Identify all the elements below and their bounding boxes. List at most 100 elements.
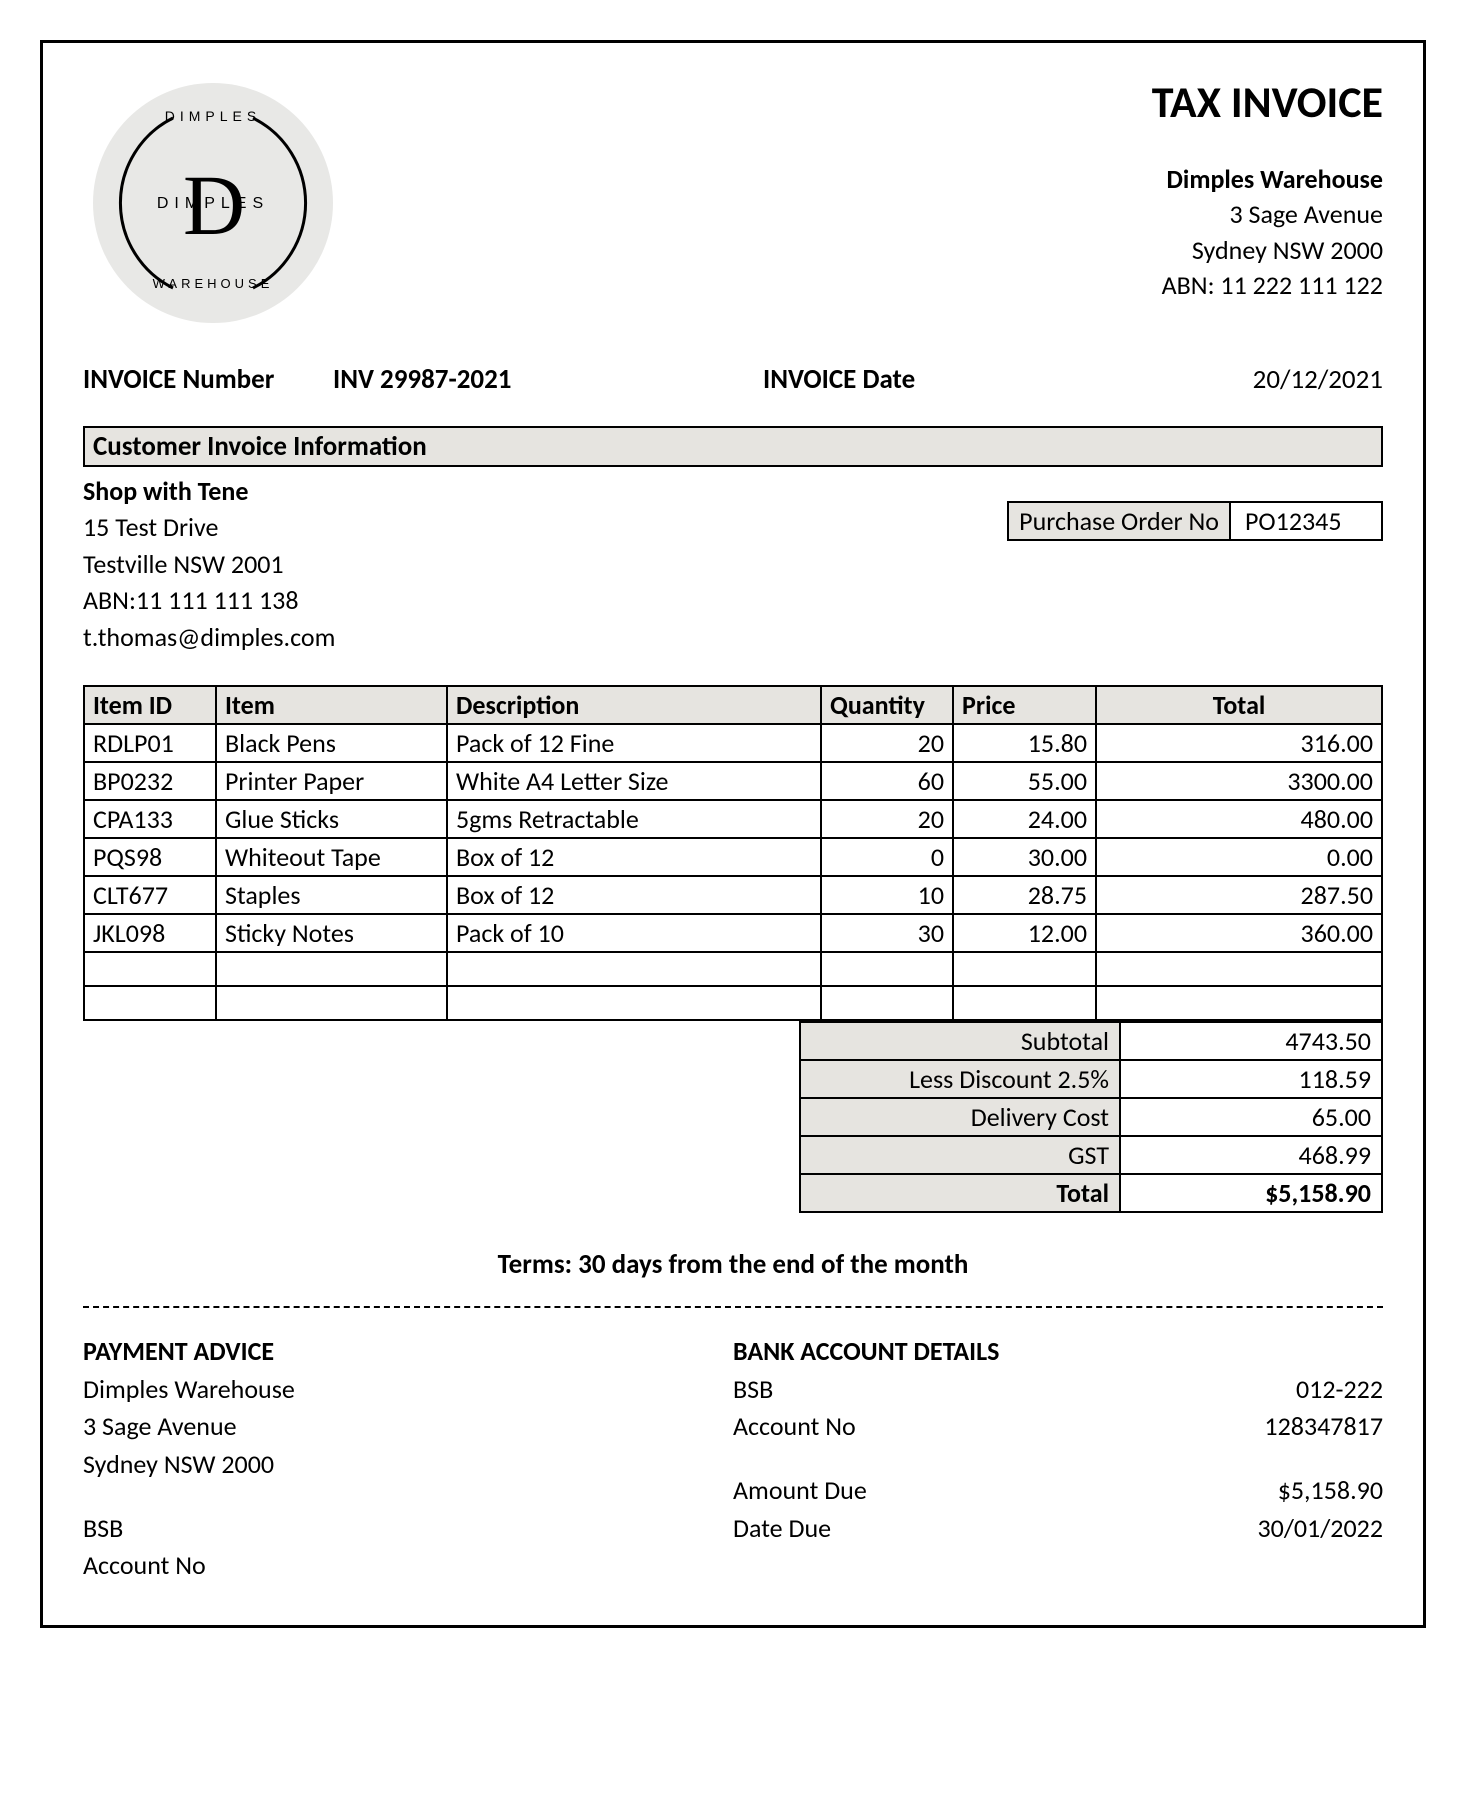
cell-qty: 30 — [821, 914, 953, 952]
cell-price: 24.00 — [953, 800, 1096, 838]
customer-abn: ABN:11 111 111 138 — [83, 582, 335, 618]
cell-price: 28.75 — [953, 876, 1096, 914]
customer-address-1: 15 Test Drive — [83, 509, 335, 545]
amount-due-value: $5,158.90 — [943, 1472, 1383, 1510]
cell-desc: 5gms Retractable — [447, 800, 821, 838]
col-price: Price — [953, 686, 1096, 724]
customer-section-heading: Customer Invoice Information — [83, 426, 1383, 467]
invoice-date: 20/12/2021 — [1173, 363, 1383, 396]
payment-advice-address-2: Sydney NSW 2000 — [83, 1446, 733, 1484]
col-item: Item — [216, 686, 447, 724]
cell-qty: 0 — [821, 838, 953, 876]
cell-qty: 20 — [821, 724, 953, 762]
cell-item-id: BP0232 — [84, 762, 216, 800]
totals-row: Subtotal4743.50 — [800, 1022, 1382, 1060]
cell-qty: 10 — [821, 876, 953, 914]
cell-total: 316.00 — [1096, 724, 1382, 762]
totals-label: GST — [800, 1136, 1120, 1174]
totals-value: 468.99 — [1120, 1136, 1382, 1174]
cell-item: Whiteout Tape — [216, 838, 447, 876]
cell-item-id: CLT677 — [84, 876, 216, 914]
cell-total: 480.00 — [1096, 800, 1382, 838]
cell-desc: Box of 12 — [447, 838, 821, 876]
cell-item: Glue Sticks — [216, 800, 447, 838]
terms-text: Terms: 30 days from the end of the month — [83, 1248, 1383, 1281]
cell-total: 0.00 — [1096, 838, 1382, 876]
table-row: PQS98Whiteout TapeBox of 12030.000.00 — [84, 838, 1382, 876]
logo-bottom-text: WAREHOUSE — [93, 276, 333, 291]
logo-top-text: DIMPLES — [93, 108, 333, 124]
cell-price: 12.00 — [953, 914, 1096, 952]
customer-email: t.thomas@dimples.com — [83, 619, 335, 655]
purchase-order-number: PO12345 — [1231, 503, 1381, 539]
cell-item: Printer Paper — [216, 762, 447, 800]
customer-row: Shop with Tene 15 Test Drive Testville N… — [83, 473, 1383, 655]
date-due-label: Date Due — [733, 1510, 943, 1548]
company-block: TAX INVOICE Dimples Warehouse 3 Sage Ave… — [1152, 73, 1383, 303]
cell-total: 287.50 — [1096, 876, 1382, 914]
bank-bsb-label: BSB — [733, 1371, 943, 1409]
cell-item: Sticky Notes — [216, 914, 447, 952]
bank-acct-label: Account No — [733, 1408, 943, 1446]
payment-advice-address-1: 3 Sage Avenue — [83, 1408, 733, 1446]
cell-total: 360.00 — [1096, 914, 1382, 952]
totals-value: 65.00 — [1120, 1098, 1382, 1136]
cell-item-id: JKL098 — [84, 914, 216, 952]
cell-price: 55.00 — [953, 762, 1096, 800]
items-header-row: Item ID Item Description Quantity Price … — [84, 686, 1382, 724]
totals-value: 4743.50 — [1120, 1022, 1382, 1060]
invoice-date-label: INVOICE Date — [763, 363, 1173, 396]
cell-qty: 20 — [821, 800, 953, 838]
table-row-blank — [84, 986, 1382, 1020]
amount-due-label: Amount Due — [733, 1472, 943, 1510]
cell-desc: Pack of 12 Fine — [447, 724, 821, 762]
header-row: DIMPLES DIMPLES D WAREHOUSE TAX INVOICE … — [83, 73, 1383, 333]
customer-block: Shop with Tene 15 Test Drive Testville N… — [83, 473, 335, 655]
customer-name: Shop with Tene — [83, 473, 335, 509]
table-row: CLT677StaplesBox of 121028.75287.50 — [84, 876, 1382, 914]
payment-advice-heading: PAYMENT ADVICE — [83, 1333, 733, 1371]
cell-total: 3300.00 — [1096, 762, 1382, 800]
invoice-number: INV 29987-2021 — [333, 363, 763, 396]
totals-value: 118.59 — [1120, 1060, 1382, 1098]
purchase-order-label: Purchase Order No — [1009, 503, 1231, 539]
totals-row: Delivery Cost65.00 — [800, 1098, 1382, 1136]
company-address-2: Sydney NSW 2000 — [1152, 233, 1383, 268]
bank-details-block: BANK ACCOUNT DETAILS BSB 012-222 Account… — [733, 1333, 1383, 1585]
date-due-value: 30/01/2022 — [943, 1510, 1383, 1548]
invoice-meta-row: INVOICE Number INV 29987-2021 INVOICE Da… — [83, 363, 1383, 396]
payment-advice-acct-label: Account No — [83, 1547, 733, 1585]
table-row-blank — [84, 952, 1382, 986]
payment-advice-block: PAYMENT ADVICE Dimples Warehouse 3 Sage … — [83, 1333, 733, 1585]
totals-label: Delivery Cost — [800, 1098, 1120, 1136]
bank-bsb-value: 012-222 — [943, 1371, 1383, 1409]
table-row: CPA133Glue Sticks5gms Retractable2024.00… — [84, 800, 1382, 838]
totals-label: Less Discount 2.5% — [800, 1060, 1120, 1098]
cell-price: 15.80 — [953, 724, 1096, 762]
company-name: Dimples Warehouse — [1152, 162, 1383, 197]
cell-item-id: PQS98 — [84, 838, 216, 876]
cell-item-id: CPA133 — [84, 800, 216, 838]
cell-desc: Box of 12 — [447, 876, 821, 914]
totals-grand-label: Total — [800, 1174, 1120, 1212]
items-table: Item ID Item Description Quantity Price … — [83, 685, 1383, 1021]
cell-qty: 60 — [821, 762, 953, 800]
totals-label: Subtotal — [800, 1022, 1120, 1060]
col-total: Total — [1096, 686, 1382, 724]
tear-line — [83, 1306, 1383, 1308]
bank-acct-value: 128347817 — [943, 1408, 1383, 1446]
col-qty: Quantity — [821, 686, 953, 724]
col-item-id: Item ID — [84, 686, 216, 724]
payment-advice-bsb-label: BSB — [83, 1510, 733, 1548]
cell-item: Staples — [216, 876, 447, 914]
document-title: TAX INVOICE — [1152, 73, 1383, 132]
col-desc: Description — [447, 686, 821, 724]
purchase-order-box: Purchase Order No PO12345 — [1007, 501, 1383, 541]
cell-desc: Pack of 10 — [447, 914, 821, 952]
totals-table: Subtotal4743.50Less Discount 2.5%118.59D… — [799, 1021, 1383, 1213]
table-row: BP0232Printer PaperWhite A4 Letter Size6… — [84, 762, 1382, 800]
company-abn: ABN: 11 222 111 122 — [1152, 268, 1383, 303]
invoice-page: DIMPLES DIMPLES D WAREHOUSE TAX INVOICE … — [40, 40, 1426, 1628]
table-row: JKL098Sticky NotesPack of 103012.00360.0… — [84, 914, 1382, 952]
customer-address-2: Testville NSW 2001 — [83, 546, 335, 582]
